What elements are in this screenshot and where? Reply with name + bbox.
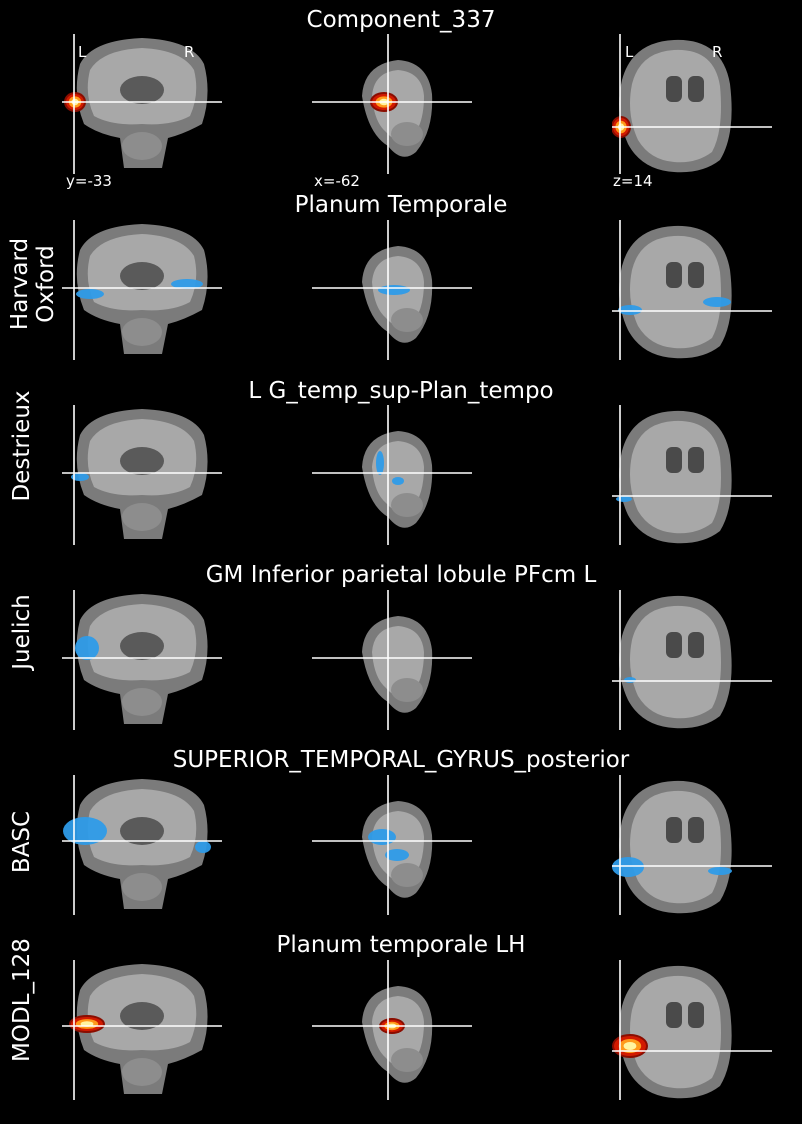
orientation-right-coronal: R xyxy=(184,44,194,60)
sagittal-view-basc[interactable] xyxy=(312,775,472,915)
sagittal-view-destrieux[interactable] xyxy=(312,405,472,545)
row-title-harvard-oxford: Planum Temporale xyxy=(0,192,802,218)
orientation-right-axial: R xyxy=(712,44,722,60)
atlas-label-modl-128: MODL_128 xyxy=(9,938,35,1062)
coronal-view-destrieux[interactable] xyxy=(62,405,222,545)
axial-view-component[interactable] xyxy=(612,34,772,174)
row-title-destrieux: L G_temp_sup-Plan_tempo xyxy=(0,378,802,404)
axial-view-modl-128[interactable] xyxy=(612,960,772,1100)
orientation-left-coronal: L xyxy=(78,44,86,60)
axial-view-harvard-oxford[interactable] xyxy=(612,220,772,360)
sagittal-view-harvard-oxford[interactable] xyxy=(312,220,472,360)
component-title: Component_337 xyxy=(0,7,802,33)
coordinate-y: y=-33 xyxy=(66,173,112,189)
sagittal-view-modl-128[interactable] xyxy=(312,960,472,1100)
row-title-basc: SUPERIOR_TEMPORAL_GYRUS_posterior xyxy=(0,747,802,773)
coordinate-x: x=-62 xyxy=(314,173,360,189)
coronal-view-basc[interactable] xyxy=(62,775,222,915)
sagittal-view-component[interactable] xyxy=(312,34,472,174)
coronal-view-harvard-oxford[interactable] xyxy=(62,220,222,360)
row-title-juelich: GM Inferior parietal lobule PFcm L xyxy=(0,562,802,588)
axial-view-juelich[interactable] xyxy=(612,590,772,730)
axial-view-basc[interactable] xyxy=(612,775,772,915)
atlas-label-juelich: Juelich xyxy=(9,594,35,670)
axial-view-destrieux[interactable] xyxy=(612,405,772,545)
coronal-view-juelich[interactable] xyxy=(62,590,222,730)
coordinate-z: z=14 xyxy=(613,173,653,189)
atlas-label-harvard-oxford: Harvard Oxford xyxy=(7,238,59,330)
coronal-view-modl-128[interactable] xyxy=(62,960,222,1100)
atlas-label-destrieux: Destrieux xyxy=(9,390,35,501)
row-title-modl-128: Planum temporale LH xyxy=(0,932,802,958)
atlas-label-basc: BASC xyxy=(9,811,35,873)
orientation-left-axial: L xyxy=(625,44,633,60)
sagittal-view-juelich[interactable] xyxy=(312,590,472,730)
